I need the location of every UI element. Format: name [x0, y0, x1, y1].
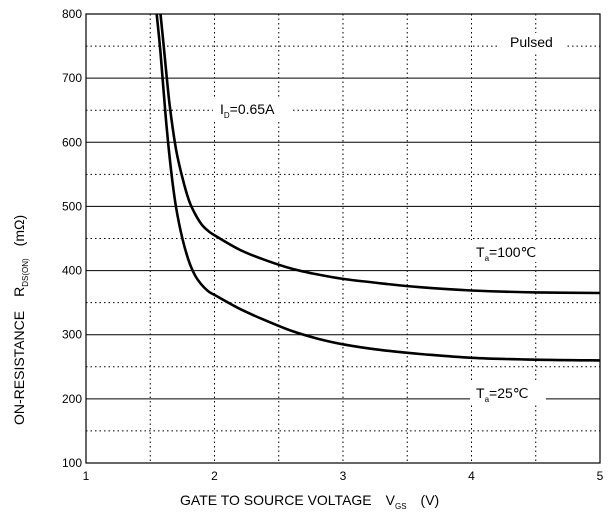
- tick-labels: 1 2 3 4 5 100 200 300 400 500 600 700 800: [62, 7, 604, 483]
- y-tick-label: 700: [62, 71, 82, 85]
- x-tick-label: 2: [211, 469, 218, 483]
- pulsed-label: Pulsed: [510, 34, 553, 50]
- series-layer: [155, 13, 601, 362]
- pulsed-label-bg: [500, 33, 566, 53]
- x-tick-label: 1: [83, 469, 90, 483]
- plot-frame: [85, 13, 601, 464]
- y-tick-label: 800: [62, 7, 82, 21]
- y-tick-label: 600: [62, 135, 82, 149]
- ta-cold-label: Ta=25℃: [476, 385, 529, 404]
- x-tick-label: 5: [597, 469, 604, 483]
- id-label-bg: [213, 99, 291, 121]
- ta-hot-label-bg: [470, 240, 554, 262]
- ta-cold-label-bg: [470, 382, 546, 404]
- x-tick-label: 3: [340, 469, 347, 483]
- series-line-ta-100c: [159, 13, 601, 295]
- x-tick-label: 4: [468, 469, 475, 483]
- ta-hot-label: Ta=100℃: [476, 244, 536, 263]
- y-tick-label: 200: [62, 392, 82, 406]
- x-axis-title: GATE TO SOURCE VOLTAGE VGS (V): [180, 492, 439, 511]
- y-tick-label: 300: [62, 328, 82, 342]
- y-tick-label: 100: [62, 456, 82, 470]
- id-label: ID=0.65A: [220, 101, 275, 120]
- y-tick-label: 400: [62, 264, 82, 278]
- y-tick-label: 500: [62, 199, 82, 213]
- y-axis-title: ON-RESISTANCERDS(ON)(mΩ): [11, 215, 30, 425]
- series-line-ta-25c: [155, 13, 601, 362]
